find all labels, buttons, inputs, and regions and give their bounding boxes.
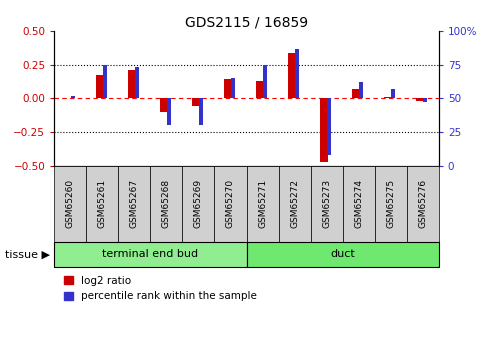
Bar bbox=[391, 89, 395, 98]
Text: GSM65273: GSM65273 bbox=[322, 179, 331, 228]
Text: GSM65268: GSM65268 bbox=[162, 179, 171, 228]
Bar bbox=[384, 97, 392, 98]
Bar bbox=[231, 78, 235, 98]
Text: GSM65275: GSM65275 bbox=[386, 179, 395, 228]
Text: duct: duct bbox=[330, 249, 355, 259]
Bar bbox=[288, 52, 296, 98]
Bar bbox=[423, 98, 427, 102]
Bar bbox=[128, 70, 136, 98]
Bar bbox=[256, 81, 264, 98]
Bar bbox=[327, 98, 331, 155]
Text: GSM65260: GSM65260 bbox=[66, 179, 75, 228]
Bar bbox=[352, 89, 360, 98]
Text: GSM65274: GSM65274 bbox=[354, 179, 363, 228]
Bar bbox=[96, 76, 104, 98]
Bar bbox=[263, 65, 267, 98]
Bar bbox=[160, 98, 168, 112]
Bar bbox=[224, 79, 232, 98]
Bar bbox=[70, 96, 74, 98]
Text: terminal end bud: terminal end bud bbox=[103, 249, 198, 259]
Text: GSM65270: GSM65270 bbox=[226, 179, 235, 228]
Bar bbox=[416, 98, 424, 101]
Text: GSM65269: GSM65269 bbox=[194, 179, 203, 228]
Text: GSM65271: GSM65271 bbox=[258, 179, 267, 228]
Title: GDS2115 / 16859: GDS2115 / 16859 bbox=[185, 16, 308, 30]
Bar bbox=[135, 67, 139, 98]
Bar bbox=[320, 98, 328, 161]
Bar bbox=[295, 49, 299, 98]
Bar bbox=[199, 98, 203, 125]
Text: GSM65272: GSM65272 bbox=[290, 179, 299, 228]
Text: GSM65261: GSM65261 bbox=[98, 179, 107, 228]
Bar bbox=[192, 98, 200, 106]
Bar bbox=[103, 65, 106, 98]
Bar bbox=[167, 98, 171, 125]
Text: tissue ▶: tissue ▶ bbox=[5, 249, 50, 259]
Bar bbox=[359, 82, 363, 98]
Text: GSM65267: GSM65267 bbox=[130, 179, 139, 228]
Text: GSM65276: GSM65276 bbox=[418, 179, 427, 228]
Legend: log2 ratio, percentile rank within the sample: log2 ratio, percentile rank within the s… bbox=[65, 276, 257, 301]
